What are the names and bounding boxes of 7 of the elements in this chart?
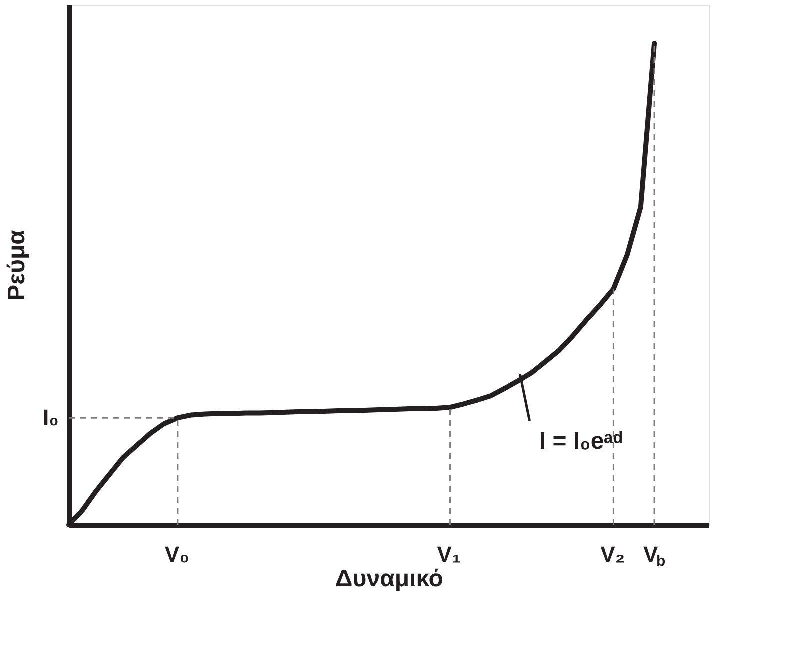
annotation: I = I₀eᵃᵈ [539, 428, 623, 455]
ref-line-label: I₀ [42, 405, 59, 430]
x-tick-label: V₂ [600, 542, 626, 567]
x-tick-label: V₁ [437, 542, 462, 567]
y-axis-title: Ρεύμα [4, 230, 30, 301]
x-axis-title: Δυναμικό [336, 566, 444, 592]
x-tick-label: V₀ [164, 542, 190, 567]
